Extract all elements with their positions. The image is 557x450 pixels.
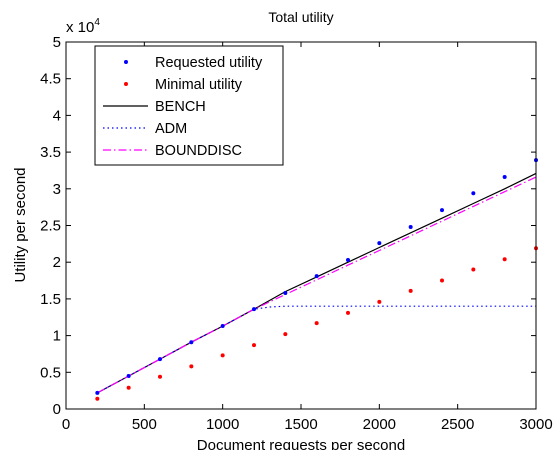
y-axis-multiplier: x 104: [66, 17, 100, 36]
requested-utility-point: [158, 357, 162, 362]
minimal-utility-point: [220, 353, 225, 358]
x-tick-label: 2000: [363, 416, 396, 433]
minimal-utility-point: [502, 257, 507, 262]
requested-utility-point: [252, 307, 256, 312]
y-tick-label: 4: [53, 107, 61, 124]
bounddisc-line: [97, 176, 537, 394]
minimal-utility-point: [126, 385, 131, 390]
chart-title: Total utility: [268, 9, 333, 25]
requested-utility-point: [346, 257, 350, 262]
legend-label-requested-utility: Requested utility: [155, 55, 263, 71]
minimal-utility-point: [346, 310, 350, 315]
x-tick-label: 2500: [441, 416, 474, 433]
minimal-utility-point: [408, 288, 413, 293]
x-axis-label: Document requests per second: [197, 437, 405, 450]
y-tick-label: 3: [53, 181, 61, 198]
y-axis-multiplier-exponent: 4: [94, 17, 100, 28]
y-tick-label: 1: [53, 328, 61, 345]
y-tick-label: 2: [53, 254, 61, 271]
minimal-utility-point: [440, 278, 444, 283]
requested-utility-point: [95, 390, 100, 395]
requested-utility-point: [283, 291, 288, 296]
x-tick-label: 1500: [284, 416, 317, 433]
requested-utility-point: [408, 224, 413, 229]
requested-utility-point: [440, 208, 444, 213]
legend-label-adm: ADM: [155, 121, 187, 137]
x-axis: 0 500 1000 1500 2000 2500 3000: [62, 42, 553, 433]
minimal-utility-point: [283, 332, 288, 337]
y-tick-label: 2.5: [40, 218, 61, 235]
y-axis-multiplier-base: x 10: [66, 19, 94, 36]
legend-marker-requested-utility: [124, 60, 128, 64]
requested-utility-point: [220, 324, 225, 329]
requested-utility-point: [314, 274, 319, 279]
minimal-utility-point: [95, 396, 100, 401]
y-tick-label: 0: [53, 401, 61, 418]
y-axis-label: Utility per second: [12, 167, 29, 282]
legend: Requested utility Minimal utility BENCH ADM…: [94, 45, 284, 166]
minimal-utility-point: [471, 267, 476, 272]
minimal-utility-point: [314, 321, 319, 326]
y-axis: 0 0.5 1 1.5 2 2.5 3 3.5 4 4.5 5: [40, 34, 536, 418]
requested-utility-point: [377, 241, 382, 246]
plot-points: [95, 158, 538, 401]
requested-utility-point: [471, 191, 476, 196]
y-tick-label: 4.5: [40, 71, 61, 88]
legend-label-bounddisc: BOUNDDISC: [155, 143, 242, 159]
minimal-utility-point: [158, 374, 162, 379]
legend-label-bench: BENCH: [155, 99, 206, 115]
y-tick-label: 3.5: [40, 144, 61, 161]
x-tick-label: 1000: [206, 416, 239, 433]
legend-marker-minimal-utility: [124, 82, 128, 86]
x-tick-label: 500: [132, 416, 157, 433]
requested-utility-point: [126, 373, 131, 378]
requested-utility-point: [189, 340, 194, 345]
minimal-utility-point: [377, 299, 382, 304]
legend-label-minimal-utility: Minimal utility: [155, 77, 243, 93]
minimal-utility-point: [252, 343, 256, 348]
requested-utility-point: [502, 175, 507, 180]
x-tick-label: 0: [62, 416, 70, 433]
y-tick-label: 0.5: [40, 364, 61, 381]
minimal-utility-point: [189, 364, 194, 369]
x-tick-label: 3000: [519, 416, 552, 433]
y-tick-label: 1.5: [40, 291, 61, 308]
y-tick-label: 5: [53, 34, 61, 51]
